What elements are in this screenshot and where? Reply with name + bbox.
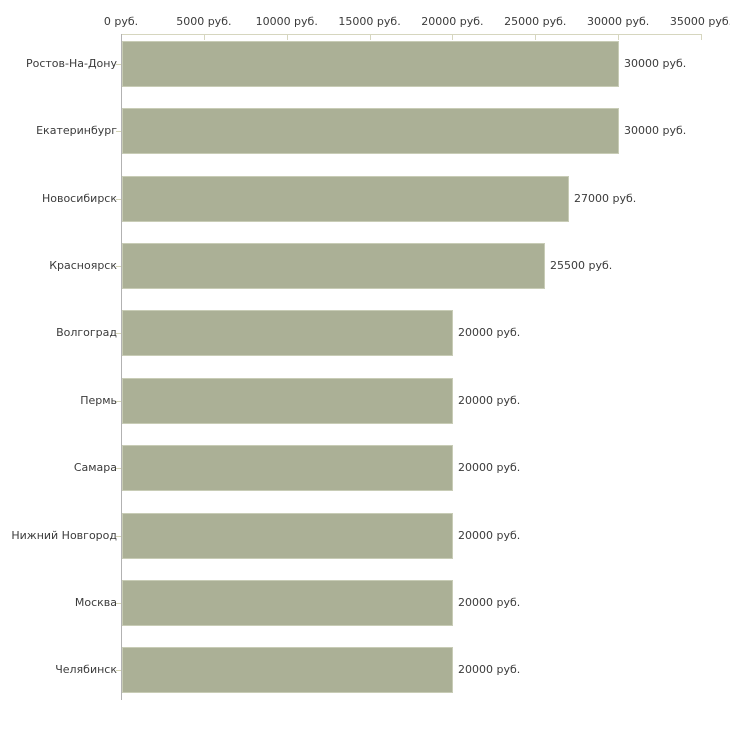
y-axis-category-label: Новосибирск xyxy=(41,192,117,205)
bar xyxy=(122,176,569,222)
y-axis-category-label: Самара xyxy=(73,461,117,474)
bar-value-label: 20000 руб. xyxy=(458,394,521,407)
y-axis-tick-mark xyxy=(116,468,121,469)
bar xyxy=(122,580,453,626)
x-axis-tick-mark xyxy=(370,34,371,40)
bar xyxy=(122,243,545,289)
x-axis-tick-mark xyxy=(618,34,619,40)
y-axis-category-label: Пермь xyxy=(80,394,117,407)
y-axis-category-label: Екатеринбург xyxy=(36,124,117,137)
y-axis-category-label: Волгоград xyxy=(56,326,117,339)
x-axis-tick-label: 30000 руб. xyxy=(587,15,650,28)
bar xyxy=(122,41,619,87)
y-axis-tick-mark xyxy=(116,266,121,267)
x-axis-tick-mark xyxy=(535,34,536,40)
x-axis-tick-mark xyxy=(204,34,205,40)
y-axis-tick-mark xyxy=(116,333,121,334)
bar-value-label: 20000 руб. xyxy=(458,529,521,542)
x-axis-tick-label: 20000 руб. xyxy=(421,15,484,28)
bar-value-label: 27000 руб. xyxy=(574,192,637,205)
y-axis-tick-mark xyxy=(116,536,121,537)
bar xyxy=(122,108,619,154)
y-axis-tick-mark xyxy=(116,131,121,132)
x-axis-tick-label: 35000 руб. xyxy=(669,15,730,28)
y-axis-category-label: Челябинск xyxy=(55,663,117,676)
bar-value-label: 25500 руб. xyxy=(550,259,613,272)
x-axis-tick-mark xyxy=(452,34,453,40)
bar xyxy=(122,647,453,693)
y-axis-tick-mark xyxy=(116,199,121,200)
x-axis-tick-label: 5000 руб. xyxy=(176,15,232,28)
y-axis-tick-mark xyxy=(116,64,121,65)
bar-value-label: 20000 руб. xyxy=(458,326,521,339)
x-axis-line xyxy=(121,34,701,35)
y-axis-tick-mark xyxy=(116,670,121,671)
bar-value-label: 30000 руб. xyxy=(624,57,687,70)
y-axis-category-label: Красноярск xyxy=(49,259,117,272)
bar-value-label: 20000 руб. xyxy=(458,461,521,474)
x-axis-tick-label: 15000 руб. xyxy=(338,15,401,28)
x-axis-tick-mark xyxy=(287,34,288,40)
bar-value-label: 20000 руб. xyxy=(458,663,521,676)
bar xyxy=(122,513,453,559)
bar-value-label: 30000 руб. xyxy=(624,124,687,137)
y-axis-category-label: Москва xyxy=(74,596,117,609)
y-axis-tick-mark xyxy=(116,401,121,402)
bar xyxy=(122,445,453,491)
y-axis-line xyxy=(121,34,122,700)
y-axis-category-label: Нижний Новгород xyxy=(11,529,117,542)
bar xyxy=(122,310,453,356)
y-axis-tick-mark xyxy=(116,603,121,604)
x-axis-tick-label: 10000 руб. xyxy=(255,15,318,28)
bar-value-label: 20000 руб. xyxy=(458,596,521,609)
y-axis-category-label: Ростов-На-Дону xyxy=(25,57,117,70)
x-axis-tick-label: 0 руб. xyxy=(103,15,139,28)
bar xyxy=(122,378,453,424)
x-axis-tick-mark xyxy=(701,34,702,40)
x-axis-tick-label: 25000 руб. xyxy=(504,15,567,28)
